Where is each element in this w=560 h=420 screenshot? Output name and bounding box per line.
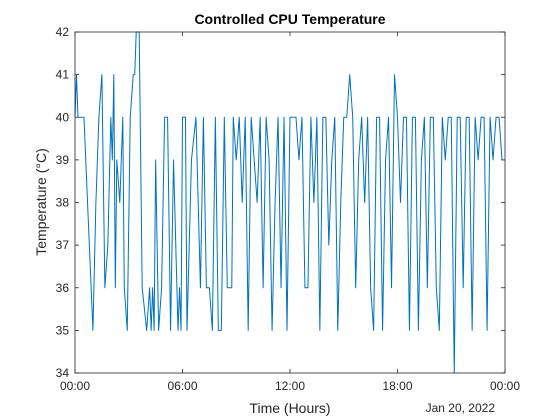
series-line-cpu-temperature [74,31,505,374]
y-tick-label: 36 [56,281,70,295]
y-tick-label: 39 [56,153,70,167]
chart-title: Controlled CPU Temperature [194,11,385,27]
x-axis-label: Time (Hours) [249,400,330,416]
x-tick-label: 00:00 [490,379,520,393]
x-axis-ticks: 00:00 06:00 12:00 18:00 00:00 [60,32,520,393]
x-tick-label: 00:00 [60,379,90,393]
plot-box [74,31,506,374]
y-tick-label: 40 [56,110,70,124]
y-tick-label: 37 [56,238,70,252]
y-tick-label: 41 [56,68,70,82]
y-tick-label: 38 [56,196,70,210]
x-tick-label: 12:00 [275,379,305,393]
y-axis-label: Temperature (°C) [33,148,49,256]
y-axis-ticks: 34 35 36 37 38 39 40 41 42 [56,25,505,380]
x-tick-label: 18:00 [382,379,412,393]
date-label: Jan 20, 2022 [426,401,496,415]
y-tick-label: 34 [56,366,70,380]
y-tick-label: 35 [56,323,70,337]
plot-area [75,32,505,373]
y-tick-label: 42 [56,25,70,39]
x-tick-label: 06:00 [167,379,197,393]
